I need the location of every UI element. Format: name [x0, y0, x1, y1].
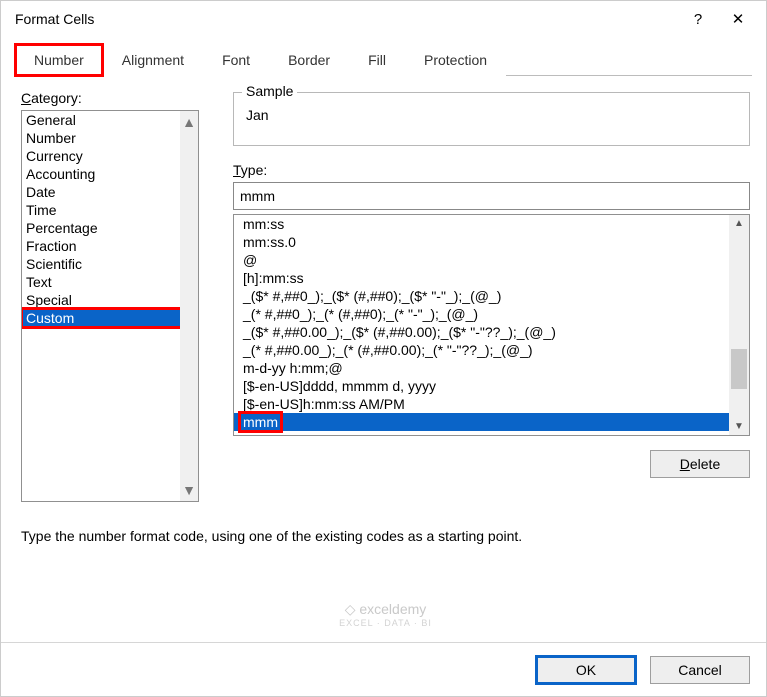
tab-protection[interactable]: Protection: [405, 44, 506, 76]
type-item[interactable]: [$-en-US]dddd, mmmm d, yyyy: [234, 377, 749, 395]
tab-fill[interactable]: Fill: [349, 44, 405, 76]
scroll-up-icon[interactable]: ▲: [734, 215, 744, 232]
type-item[interactable]: mmm: [234, 413, 749, 431]
format-cells-dialog: Format Cells ? ✕ NumberAlignmentFontBord…: [0, 0, 767, 697]
category-item-scientific[interactable]: Scientific: [22, 255, 198, 273]
titlebar: Format Cells ? ✕: [1, 1, 766, 37]
category-scrollbar[interactable]: ▲ ▼: [180, 111, 198, 501]
cancel-button[interactable]: Cancel: [650, 656, 750, 684]
type-item[interactable]: [$-en-US]h:mm:ss AM/PM: [234, 395, 749, 413]
close-icon[interactable]: ✕: [718, 10, 758, 28]
type-item[interactable]: @: [234, 251, 749, 269]
type-item[interactable]: m-d-yy h:mm;@: [234, 359, 749, 377]
dialog-body: Category: GeneralNumberCurrencyAccountin…: [1, 76, 766, 642]
category-item-currency[interactable]: Currency: [22, 147, 198, 165]
category-item-text[interactable]: Text: [22, 273, 198, 291]
type-item[interactable]: _(* #,##0_);_(* (#,##0);_(* "-"_);_(@_): [234, 305, 749, 323]
category-listbox[interactable]: GeneralNumberCurrencyAccountingDateTimeP…: [21, 110, 199, 502]
sample-value: Jan: [246, 107, 739, 123]
category-item-time[interactable]: Time: [22, 201, 198, 219]
scroll-track[interactable]: [729, 232, 749, 418]
sample-label: Sample: [242, 83, 297, 99]
type-input[interactable]: [233, 182, 750, 210]
category-item-special[interactable]: Special: [22, 291, 198, 309]
type-item[interactable]: [h]:mm:ss: [234, 269, 749, 287]
type-item[interactable]: mm:ss: [234, 215, 749, 233]
ok-button[interactable]: OK: [536, 656, 636, 684]
type-item[interactable]: _(* #,##0.00_);_(* (#,##0.00);_(* "-"??_…: [234, 341, 749, 359]
category-item-custom[interactable]: Custom: [22, 309, 198, 327]
scroll-down-icon[interactable]: ▼: [734, 418, 744, 435]
scroll-down-icon[interactable]: ▼: [182, 482, 196, 498]
category-item-number[interactable]: Number: [22, 129, 198, 147]
tab-border[interactable]: Border: [269, 44, 349, 76]
scroll-up-icon[interactable]: ▲: [182, 114, 196, 130]
dialog-footer: OK Cancel: [1, 642, 766, 696]
category-item-accounting[interactable]: Accounting: [22, 165, 198, 183]
category-label: Category:: [21, 90, 207, 106]
scroll-thumb[interactable]: [731, 349, 747, 389]
delete-button[interactable]: Delete: [650, 450, 750, 478]
type-item[interactable]: mm:ss.0: [234, 233, 749, 251]
type-scrollbar[interactable]: ▲ ▼: [729, 215, 749, 435]
tab-strip: NumberAlignmentFontBorderFillProtection: [15, 43, 752, 76]
sample-box: Sample Jan: [233, 92, 750, 146]
type-item[interactable]: _($* #,##0_);_($* (#,##0);_($* "-"_);_(@…: [234, 287, 749, 305]
type-label: Type:: [233, 162, 750, 178]
tab-font[interactable]: Font: [203, 44, 269, 76]
category-item-percentage[interactable]: Percentage: [22, 219, 198, 237]
type-listbox[interactable]: mm:ssmm:ss.0@[h]:mm:ss_($* #,##0_);_($* …: [233, 214, 750, 436]
hint-text: Type the number format code, using one o…: [21, 528, 750, 544]
category-item-fraction[interactable]: Fraction: [22, 237, 198, 255]
tab-number[interactable]: Number: [15, 44, 103, 76]
watermark: ◇ exceldemy EXCEL · DATA · BI: [21, 601, 750, 634]
category-item-general[interactable]: General: [22, 111, 198, 129]
window-title: Format Cells: [15, 11, 678, 27]
type-item[interactable]: _($* #,##0.00_);_($* (#,##0.00);_($* "-"…: [234, 323, 749, 341]
help-icon[interactable]: ?: [678, 11, 718, 28]
category-item-date[interactable]: Date: [22, 183, 198, 201]
tab-alignment[interactable]: Alignment: [103, 44, 203, 76]
